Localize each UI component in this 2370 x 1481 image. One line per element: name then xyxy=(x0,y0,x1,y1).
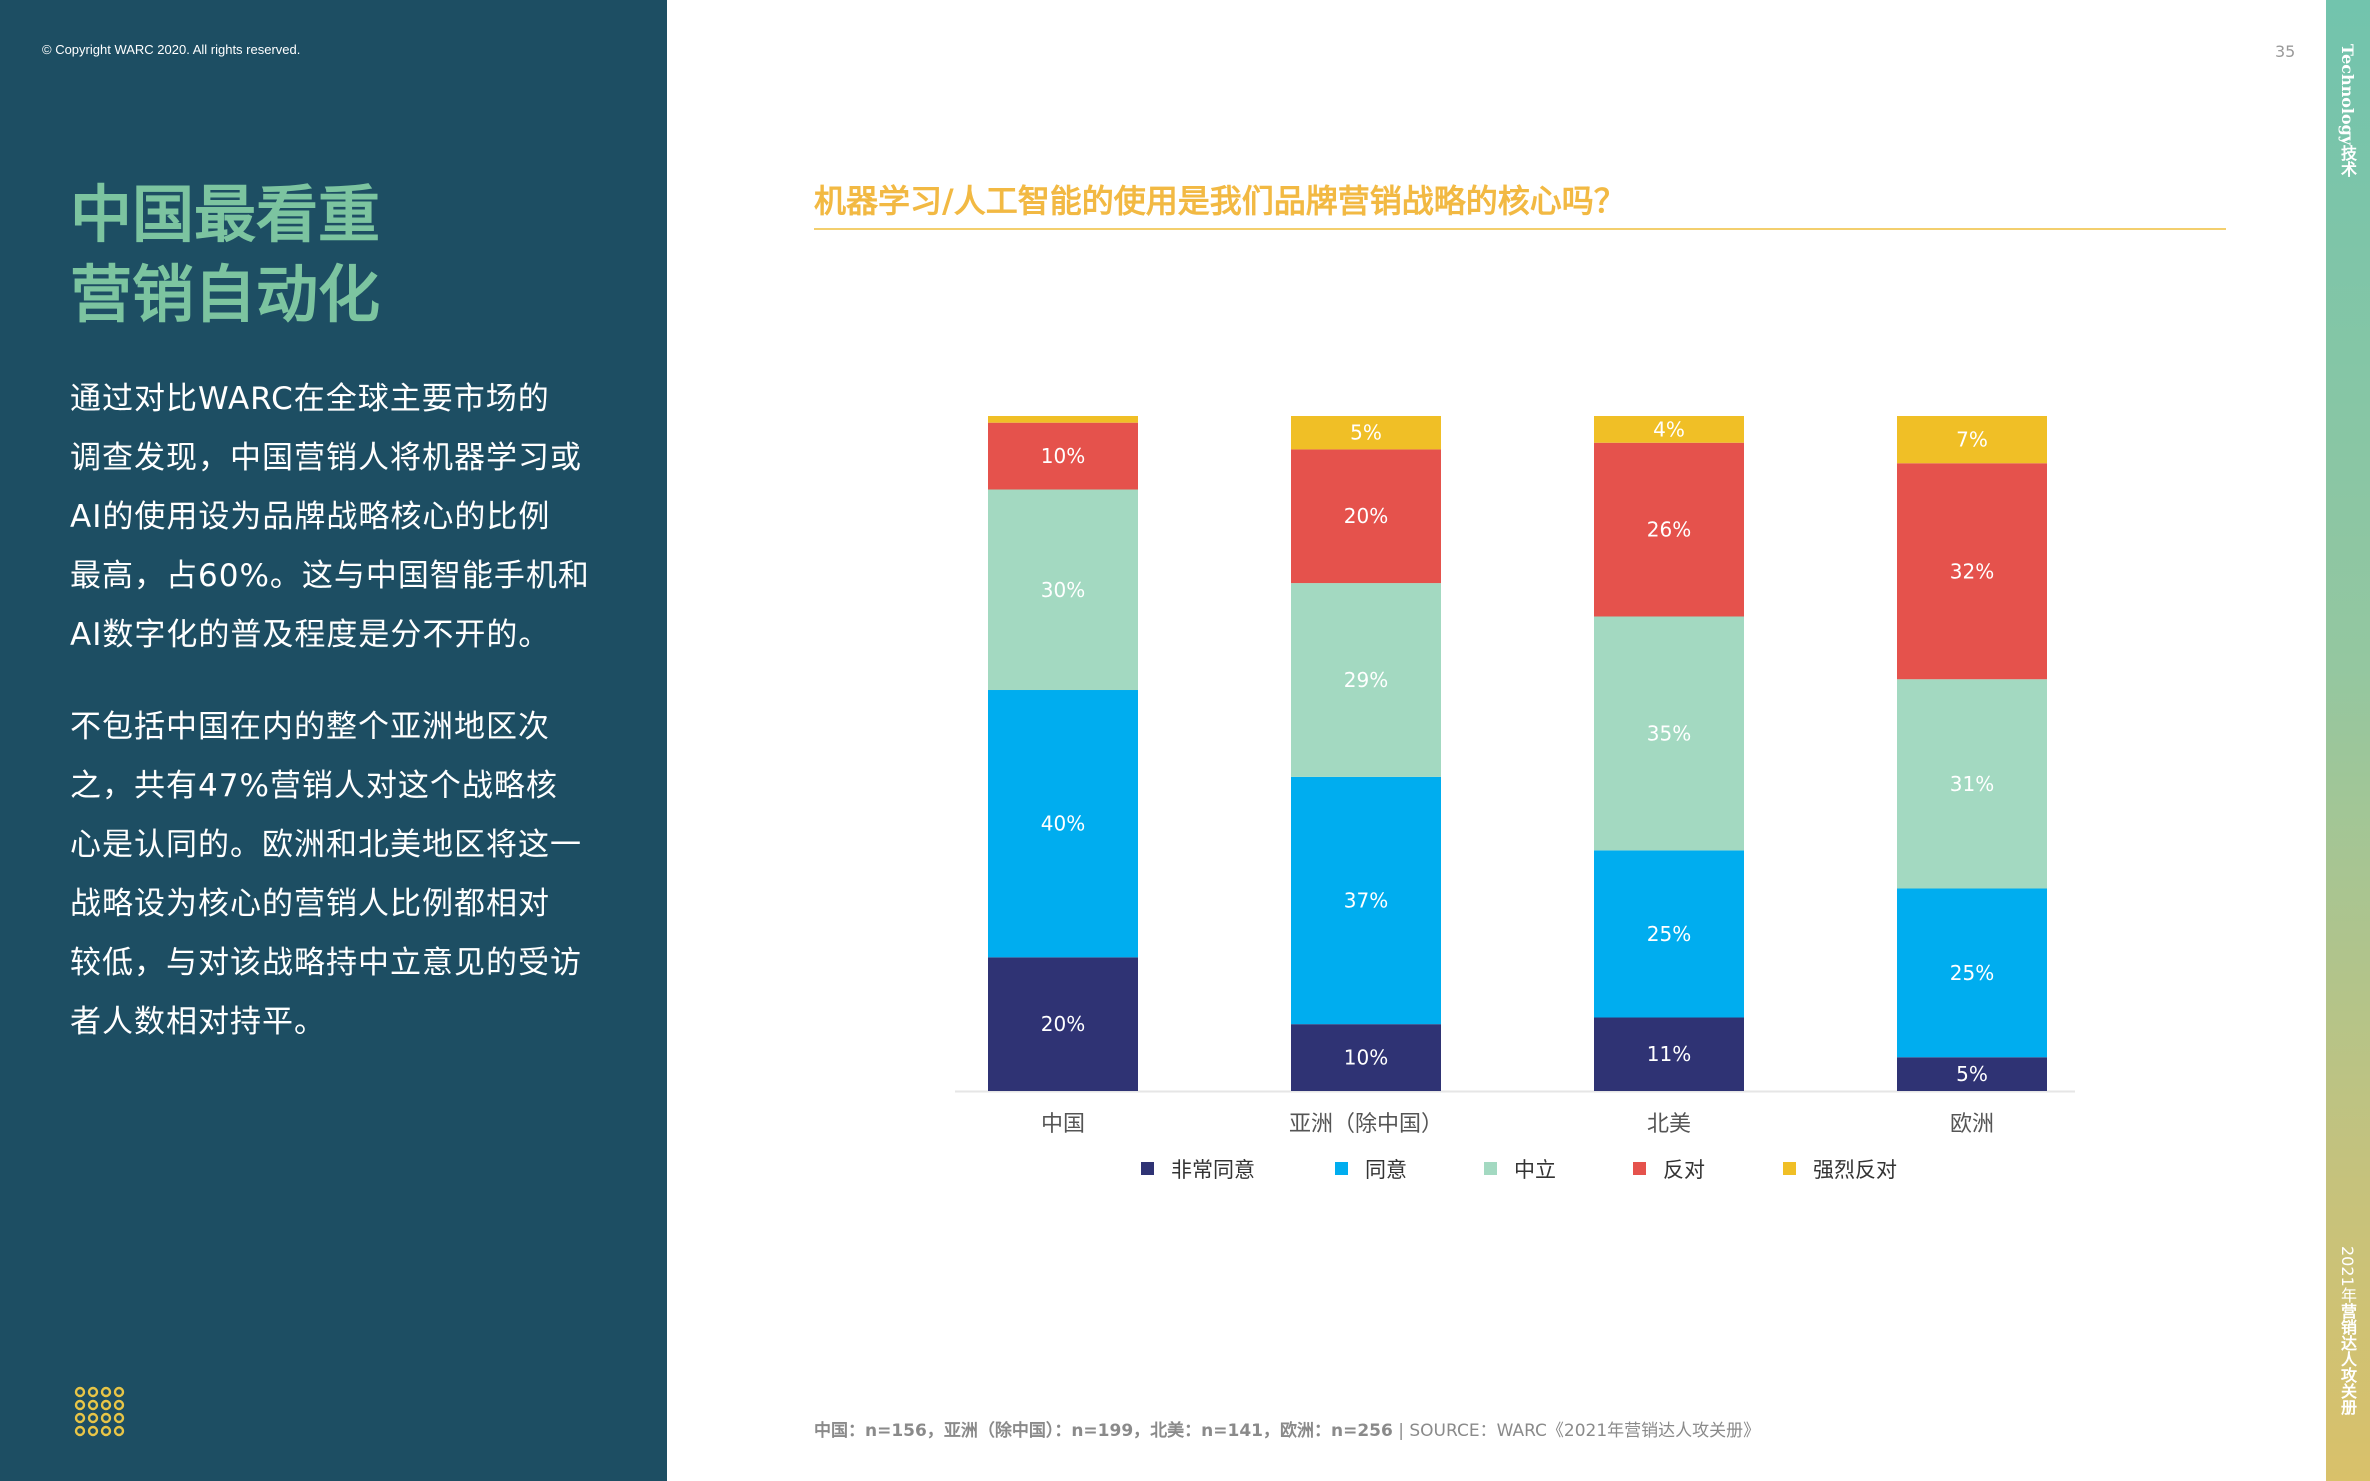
paragraph-line: 之，共有47%营销人对这个战略核 xyxy=(70,768,558,804)
bar-segment xyxy=(1291,1024,1441,1091)
bar-segment xyxy=(1897,463,2047,680)
paragraph-line: AI的使用设为品牌战略核心的比例 xyxy=(70,499,551,535)
legend-label: 同意 xyxy=(1365,1158,1407,1182)
data-label: 31% xyxy=(1950,772,1994,796)
data-label: 29% xyxy=(1344,668,1388,692)
data-label: 32% xyxy=(1950,559,1994,583)
bar-segment xyxy=(988,422,1138,490)
data-label: 5% xyxy=(1956,1062,1988,1086)
data-label: 35% xyxy=(1647,721,1691,745)
legend-swatch xyxy=(1633,1162,1646,1175)
data-label: 10% xyxy=(1344,1046,1388,1070)
legend-swatch xyxy=(1335,1162,1348,1175)
paragraph-line: AI数字化的普及程度是分不开的。 xyxy=(70,617,551,653)
bar-segment xyxy=(1291,776,1441,1025)
page-heading: 中国最看重 营销自动化 xyxy=(70,175,630,335)
heading-line-1: 中国最看重 xyxy=(70,178,381,251)
side-strip xyxy=(2326,0,2370,1481)
data-label: 10% xyxy=(1041,444,1085,468)
category-label: 中国 xyxy=(1041,1112,1085,1137)
paragraph-line: 调查发现，中国营销人将机器学习或 xyxy=(70,440,582,476)
legend-swatch xyxy=(1141,1162,1154,1175)
title-divider xyxy=(814,228,2226,230)
publication-year: 2021年 xyxy=(2338,1246,2357,1303)
heading-line-2: 营销自动化 xyxy=(70,258,381,331)
sample-sizes: 中国：n=156，亚洲（除中国）：n=199，北美：n=141，欧洲：n=256 xyxy=(814,1421,1393,1441)
data-label: 20% xyxy=(1041,1012,1085,1036)
legend-label: 非常同意 xyxy=(1171,1158,1255,1182)
publication-title: 营销达人攻关册 xyxy=(2338,1302,2357,1415)
data-label: 30% xyxy=(1041,578,1085,602)
data-label: 11% xyxy=(1647,1042,1691,1066)
data-label: 26% xyxy=(1647,518,1691,542)
bar-segment xyxy=(1897,888,2047,1058)
bar-segment xyxy=(1291,449,1441,584)
data-label: 5% xyxy=(1350,421,1382,445)
paragraph-line: 最高，占60%。这与中国智能手机和 xyxy=(70,558,590,594)
paragraph-line: 心是认同的。欧洲和北美地区将这一 xyxy=(70,827,582,863)
left-panel: © Copyright WARC 2020. All rights reserv… xyxy=(0,0,667,1481)
paragraph-line: 较低，与对该战略持中立意见的受访 xyxy=(70,945,582,981)
bar-segment xyxy=(1594,442,1744,617)
data-label: 7% xyxy=(1956,428,1988,452)
bar-segment xyxy=(1897,1057,2047,1091)
bar-segment xyxy=(1594,616,1744,851)
paragraph-line: 战略设为核心的营销人比例都相对 xyxy=(70,886,550,922)
section-label: Technology技术 xyxy=(2338,44,2357,178)
bar-segment xyxy=(988,489,1138,691)
data-label: 4% xyxy=(1653,417,1685,441)
chart-footnote: 中国：n=156，亚洲（除中国）：n=199，北美：n=141，欧洲：n=256… xyxy=(814,1416,1760,1441)
bar-segment xyxy=(1291,416,1441,450)
legend-label: 强烈反对 xyxy=(1813,1158,1897,1182)
paragraph-line: 不包括中国在内的整个亚洲地区次 xyxy=(70,709,550,745)
bar-segment xyxy=(1897,679,2047,889)
data-label: 20% xyxy=(1344,504,1388,528)
warc-logo-icon xyxy=(74,1386,125,1437)
body-paragraph-1: 通过对比WARC在全球主要市场的 调查发现，中国营销人将机器学习或 AI的使用设… xyxy=(70,370,610,665)
bar-segment xyxy=(988,416,1138,423)
paragraph-line: 通过对比WARC在全球主要市场的 xyxy=(70,381,550,417)
bar-segment xyxy=(1594,1017,1744,1091)
data-label: 37% xyxy=(1344,889,1388,913)
source-note: | SOURCE：WARC《2021年营销达人攻关册》 xyxy=(1392,1421,1761,1441)
legend-label: 反对 xyxy=(1663,1158,1705,1182)
bar-segment xyxy=(1897,416,2047,464)
legend-swatch xyxy=(1783,1162,1796,1175)
legend-label: 中立 xyxy=(1514,1158,1556,1182)
category-label: 欧洲 xyxy=(1950,1112,1994,1137)
data-label: 25% xyxy=(1950,961,1994,985)
bar-segment xyxy=(988,957,1138,1091)
category-label: 亚洲（除中国） xyxy=(1289,1112,1443,1137)
page-number: 35 xyxy=(2275,42,2296,61)
paragraph-line: 者人数相对持平。 xyxy=(70,1004,326,1040)
bar-segment xyxy=(1594,416,1744,443)
body-paragraph-2: 不包括中国在内的整个亚洲地区次 之，共有47%营销人对这个战略核 心是认同的。欧… xyxy=(70,698,610,1052)
bar-segment xyxy=(1291,583,1441,777)
bar-segment xyxy=(1594,850,1744,1018)
data-label: 25% xyxy=(1647,922,1691,946)
legend-swatch xyxy=(1484,1162,1497,1175)
chart-title: 机器学习/人工智能的使用是我们品牌营销战略的核心吗？ xyxy=(814,182,1626,220)
data-label: 40% xyxy=(1041,812,1085,836)
publication-label: 2021年营销达人攻关册 xyxy=(2335,1246,2359,1415)
bar-segment xyxy=(988,690,1138,958)
copyright-text: © Copyright WARC 2020. All rights reserv… xyxy=(42,42,301,57)
category-label: 北美 xyxy=(1647,1112,1691,1137)
